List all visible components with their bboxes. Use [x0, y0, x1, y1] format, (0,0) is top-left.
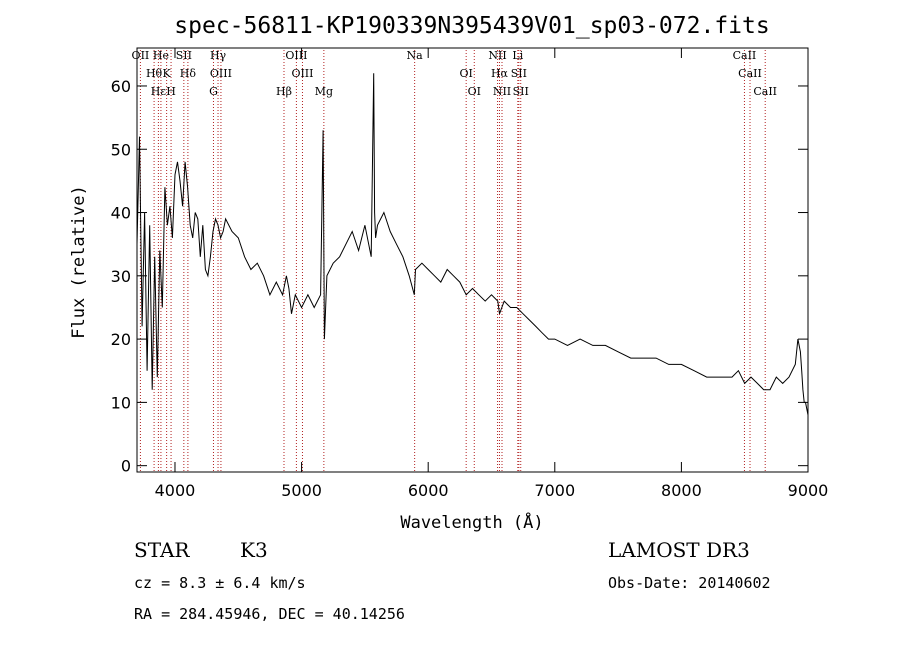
line-marker-label: Hε	[151, 85, 167, 98]
line-marker-label: Hγ	[210, 49, 227, 62]
line-marker-label: SII	[511, 67, 527, 80]
x-tick-label: 5000	[281, 481, 322, 500]
x-tick-label: 9000	[788, 481, 829, 500]
observation-date: Obs-Date: 20140602	[608, 574, 771, 592]
line-marker-label: Hα	[491, 67, 509, 80]
line-marker-label: OIII	[291, 67, 313, 80]
y-axis-label: Flux (relative)	[69, 185, 89, 339]
survey-name: LAMOST DR3	[608, 538, 750, 562]
x-tick-label: 6000	[408, 481, 449, 500]
line-marker-label: NII	[493, 85, 511, 98]
emission-line-labels: OIIHθHεHeKHSIIHδGHγOIIIHβOIIIOIIIMgNaOIO…	[132, 49, 777, 98]
coordinates: RA = 284.45946, DEC = 40.14256	[134, 605, 405, 623]
spectrum-line	[136, 73, 809, 416]
line-marker-label: SII	[176, 49, 192, 62]
line-marker-label: Hβ	[276, 85, 292, 98]
y-tick-label: 0	[121, 457, 131, 476]
line-marker-label: Hδ	[180, 67, 197, 80]
emission-line-markers	[139, 50, 766, 472]
x-axis-ticks: 4000 5000 6000 7000 8000 9000	[155, 48, 829, 500]
line-marker-label: OIII	[285, 49, 307, 62]
object-class: STAR	[134, 538, 190, 562]
line-marker-label: Li	[512, 49, 523, 62]
line-marker-label: NII	[488, 49, 506, 62]
line-marker-label: K	[163, 67, 172, 80]
x-tick-label: 7000	[534, 481, 575, 500]
line-marker-label: CaII	[733, 49, 757, 62]
line-marker-label: G	[209, 85, 218, 98]
line-marker-label: H	[166, 85, 176, 98]
x-tick-label: 4000	[155, 481, 196, 500]
line-marker-label: OI	[459, 67, 472, 80]
x-tick-label: 8000	[661, 481, 702, 500]
plot-frame	[136, 47, 809, 473]
line-marker-label: Mg	[315, 85, 333, 98]
y-axis-ticks: 0 10 20 30 40 50 60	[111, 77, 808, 476]
y-tick-label: 20	[111, 330, 131, 349]
line-marker-label: Hθ	[146, 67, 163, 80]
x-axis-label: Wavelength (Å)	[400, 511, 543, 533]
line-marker-label: SII	[513, 85, 529, 98]
line-marker-label: CaII	[753, 85, 777, 98]
line-marker-label: Na	[407, 49, 424, 62]
y-tick-label: 10	[111, 393, 131, 412]
y-tick-label: 60	[111, 77, 131, 96]
line-marker-label: OIII	[210, 67, 232, 80]
line-marker-label: OI	[468, 85, 481, 98]
y-tick-label: 30	[111, 267, 131, 286]
redshift-cz: cz = 8.3 ± 6.4 km/s	[134, 574, 306, 592]
line-marker-label: CaII	[738, 67, 762, 80]
chart-title: spec-56811-KP190339N395439V01_sp03-072.f…	[174, 13, 769, 39]
object-subclass: K3	[240, 538, 268, 562]
line-marker-label: He	[153, 49, 169, 62]
line-marker-label: OII	[132, 49, 150, 62]
y-tick-label: 40	[111, 204, 131, 223]
y-tick-label: 50	[111, 140, 131, 159]
